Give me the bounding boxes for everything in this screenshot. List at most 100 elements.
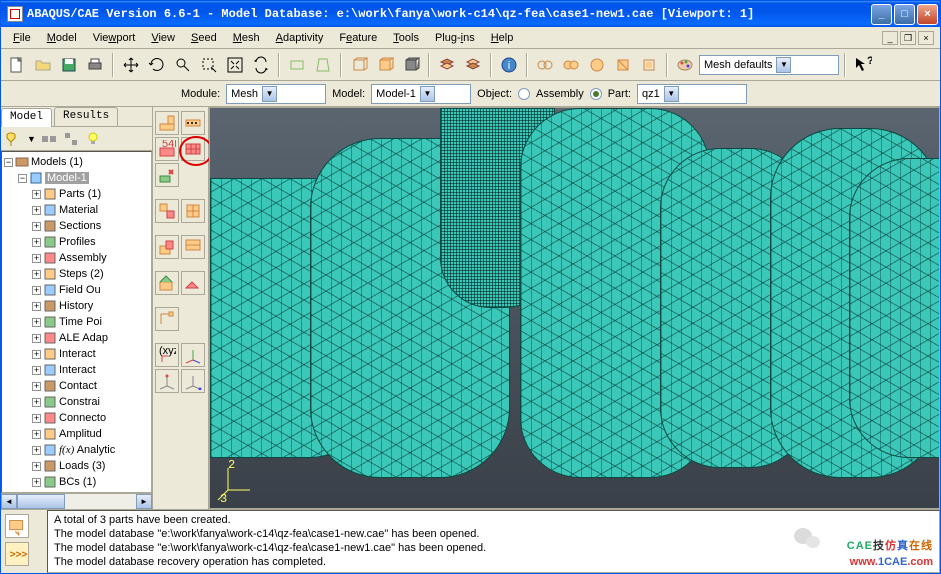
scroll-left-icon[interactable]: ◄ xyxy=(1,494,17,509)
tree-item[interactable]: +Loads (3) xyxy=(4,458,149,474)
datum-icon[interactable] xyxy=(155,307,179,331)
pan-icon[interactable] xyxy=(119,53,143,77)
tree-item[interactable]: +Interact xyxy=(4,346,149,362)
info-icon[interactable]: i xyxy=(497,53,521,77)
zoom-icon[interactable] xyxy=(171,53,195,77)
tree-item[interactable]: +Steps (2) xyxy=(4,266,149,282)
tree-item[interactable]: +Connecto xyxy=(4,410,149,426)
kernel-tab-icon[interactable]: >>> xyxy=(5,542,29,566)
message-tab-icon[interactable] xyxy=(5,514,29,538)
menu-adaptivity[interactable]: Adaptivity xyxy=(270,30,330,46)
tree-item[interactable]: +Interact xyxy=(4,362,149,378)
tree-item[interactable]: +BCs (1) xyxy=(4,474,149,490)
tree-item[interactable]: +Contact xyxy=(4,378,149,394)
context-bar: Module: Mesh ▼ Model: Model-1 ▼ Object: … xyxy=(1,81,940,107)
partition-icon[interactable] xyxy=(155,271,179,295)
tree-model[interactable]: Model-1 xyxy=(45,172,89,184)
tree-item[interactable]: +ALE Adap xyxy=(4,330,149,346)
open-icon[interactable] xyxy=(31,53,55,77)
shaded-icon[interactable] xyxy=(399,53,423,77)
help-cursor-icon[interactable]: ? xyxy=(851,53,875,77)
scroll-thumb[interactable] xyxy=(17,494,65,509)
model-tree[interactable]: −Models (1) −Model-1 +Parts (1)+Material… xyxy=(1,151,152,493)
tree-item[interactable]: +Field Ou xyxy=(4,282,149,298)
menu-mesh[interactable]: Mesh xyxy=(227,30,266,46)
menu-file[interactable]: File xyxy=(7,30,37,46)
mesh-controls-icon[interactable] xyxy=(181,199,205,223)
close-button[interactable]: × xyxy=(917,4,938,25)
tree-item[interactable]: +Parts (1) xyxy=(4,186,149,202)
render3-icon[interactable] xyxy=(585,53,609,77)
fit-icon[interactable] xyxy=(223,53,247,77)
model-combo[interactable]: Model-1 ▼ xyxy=(371,84,471,104)
seed-edge-icon[interactable] xyxy=(181,111,205,135)
part-radio[interactable] xyxy=(590,88,602,100)
perspective2-icon[interactable] xyxy=(311,53,335,77)
tree-root[interactable]: Models (1) xyxy=(31,156,83,168)
mdi-restore[interactable]: ❐ xyxy=(900,31,916,45)
view-cut-icon[interactable] xyxy=(155,369,179,393)
tab-model[interactable]: Model xyxy=(1,108,52,127)
cycle-icon[interactable] xyxy=(249,53,273,77)
zoom-box-icon[interactable] xyxy=(197,53,221,77)
tree-item[interactable]: +Time Poi xyxy=(4,314,149,330)
tree-item[interactable]: +Material xyxy=(4,202,149,218)
query-icon[interactable] xyxy=(181,235,205,259)
menu-plugins[interactable]: Plug-ins xyxy=(429,30,481,46)
perspective-icon[interactable] xyxy=(285,53,309,77)
triad-icon[interactable] xyxy=(181,343,205,367)
delete-mesh-icon[interactable] xyxy=(155,163,179,187)
view-cut2-icon[interactable] xyxy=(181,369,205,393)
color-icon[interactable] xyxy=(673,53,697,77)
save-icon[interactable] xyxy=(57,53,81,77)
rotate-icon[interactable] xyxy=(145,53,169,77)
filter-icon[interactable] xyxy=(5,130,23,148)
menu-model[interactable]: Model xyxy=(41,30,83,46)
tree-item[interactable]: +Assembly xyxy=(4,250,149,266)
tree-item[interactable]: +Constrai xyxy=(4,394,149,410)
module-combo[interactable]: Mesh ▼ xyxy=(226,84,326,104)
menu-tools[interactable]: Tools xyxy=(387,30,425,46)
layer1-icon[interactable] xyxy=(435,53,459,77)
mdi-minimize[interactable]: _ xyxy=(882,31,898,45)
mesh-part-icon[interactable]: 54R xyxy=(155,137,179,161)
bulb-icon[interactable] xyxy=(84,130,102,148)
tree-item[interactable]: +Amplitud xyxy=(4,426,149,442)
menu-seed[interactable]: Seed xyxy=(185,30,223,46)
element-type-icon[interactable] xyxy=(155,199,179,223)
menu-view[interactable]: View xyxy=(145,30,181,46)
layer2-icon[interactable] xyxy=(461,53,485,77)
part-combo[interactable]: qz1 ▼ xyxy=(637,84,747,104)
minimize-button[interactable]: _ xyxy=(871,4,892,25)
color-mode-combo[interactable]: Mesh defaults ▼ xyxy=(699,55,839,75)
seed-part-icon[interactable] xyxy=(155,111,179,135)
render5-icon[interactable] xyxy=(637,53,661,77)
tree-scrollbar[interactable]: ◄ ► xyxy=(1,493,152,509)
virtual-topo-icon[interactable] xyxy=(181,271,205,295)
render2-icon[interactable] xyxy=(559,53,583,77)
render4-icon[interactable] xyxy=(611,53,635,77)
new-icon[interactable] xyxy=(5,53,29,77)
hidden-icon[interactable] xyxy=(373,53,397,77)
mdi-close[interactable]: × xyxy=(918,31,934,45)
tree-item[interactable]: +f(x) Analytic xyxy=(4,442,149,458)
tree-item[interactable]: +Profiles xyxy=(4,234,149,250)
mesh-region-icon[interactable] xyxy=(181,137,205,161)
viewport[interactable]: 2 3 xyxy=(209,107,940,509)
maximize-button[interactable]: □ xyxy=(894,4,915,25)
csys-icon[interactable]: (xyz) xyxy=(155,343,179,367)
menu-help[interactable]: Help xyxy=(485,30,520,46)
tab-results[interactable]: Results xyxy=(54,107,118,126)
print-icon[interactable] xyxy=(83,53,107,77)
scroll-right-icon[interactable]: ► xyxy=(136,494,152,509)
verify-mesh-icon[interactable] xyxy=(155,235,179,259)
menu-feature[interactable]: Feature xyxy=(333,30,383,46)
wireframe-icon[interactable] xyxy=(347,53,371,77)
tree-item[interactable]: +History xyxy=(4,298,149,314)
render1-icon[interactable] xyxy=(533,53,557,77)
tree-item[interactable]: +Sections xyxy=(4,218,149,234)
menu-viewport[interactable]: Viewport xyxy=(87,30,142,46)
tree-tool-2[interactable] xyxy=(40,130,58,148)
tree-tool-3[interactable] xyxy=(62,130,80,148)
assembly-radio[interactable] xyxy=(518,88,530,100)
